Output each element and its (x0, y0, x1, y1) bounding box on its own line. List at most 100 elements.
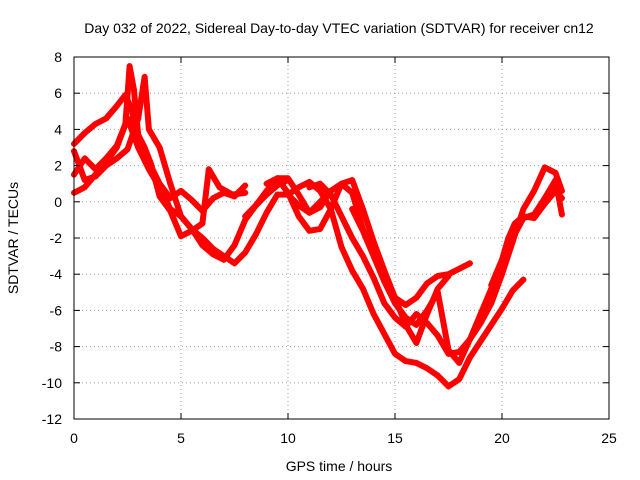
x-tick-label: 20 (494, 430, 510, 446)
data-point (130, 86, 137, 93)
series-line (263, 175, 452, 346)
data-point (531, 187, 538, 194)
data-point (424, 307, 431, 314)
data-point (445, 347, 452, 354)
data-point (103, 158, 110, 165)
data-point (317, 187, 324, 194)
data-point (424, 320, 431, 327)
data-point (317, 180, 324, 187)
data-point (413, 321, 420, 328)
data-point (167, 180, 174, 187)
x-axis-title: GPS time / hours (286, 458, 393, 474)
data-point (231, 242, 238, 249)
data-point (199, 235, 206, 241)
data-point (338, 180, 345, 187)
data-point (242, 182, 249, 189)
data-point (413, 311, 420, 318)
data-point (424, 280, 431, 287)
data-point (220, 253, 227, 260)
data-point (434, 289, 441, 296)
y-tick-label: -10 (42, 375, 62, 391)
data-point (541, 200, 548, 207)
data-point (359, 206, 366, 213)
series-line (242, 175, 473, 308)
data-point (488, 300, 495, 307)
data-point (141, 73, 148, 80)
data-points (71, 63, 565, 390)
data-point (349, 206, 356, 213)
data-point (477, 311, 484, 318)
data-point (434, 372, 441, 379)
data-point (434, 273, 441, 280)
data-point (306, 178, 313, 185)
data-point (381, 278, 388, 285)
data-point (317, 225, 324, 232)
data-point (402, 314, 409, 321)
x-tick-label: 10 (280, 430, 296, 446)
data-point (424, 365, 431, 372)
data-point (306, 227, 313, 234)
data-point (359, 285, 366, 292)
data-point (413, 359, 420, 366)
data-point (92, 120, 99, 127)
data-point (216, 184, 223, 191)
data-point (520, 206, 527, 213)
data-point (295, 191, 302, 198)
chart-title: Day 032 of 2022, Sidereal Day-to-day VTE… (84, 20, 594, 36)
axis-ticks: 0 5 10 15 20 25 -12 -10 -8 -6 -4 -2 0 2 4 6 8 (42, 49, 617, 446)
data-point (113, 102, 120, 109)
data-point (199, 242, 206, 249)
data-point (167, 206, 174, 213)
data-point (359, 253, 366, 260)
data-point (81, 184, 88, 191)
data-point (520, 276, 527, 283)
data-point (381, 330, 388, 337)
data-point (199, 220, 206, 227)
data-point (392, 314, 398, 321)
x-tick-label: 25 (601, 430, 617, 446)
y-tick-label: -2 (50, 230, 63, 246)
data-point (381, 300, 388, 307)
y-tick-label: -8 (50, 339, 63, 355)
data-point (466, 336, 473, 343)
data-point (113, 144, 120, 151)
data-point (488, 321, 495, 328)
data-point (509, 287, 516, 294)
data-point (285, 191, 291, 198)
data-point (145, 166, 152, 173)
data-point (349, 267, 356, 274)
y-tick-label: 4 (54, 121, 62, 137)
data-point (392, 300, 398, 307)
x-tick-label: 0 (70, 430, 78, 446)
data-point (156, 144, 163, 151)
data-point (306, 209, 313, 216)
data-point (103, 115, 110, 122)
data-point (370, 274, 377, 281)
data-point (466, 260, 473, 267)
data-point (178, 187, 184, 194)
data-point (274, 191, 281, 198)
data-point (113, 155, 120, 162)
data-point (124, 115, 131, 122)
data-point (541, 164, 548, 171)
data-point (205, 166, 212, 173)
data-point (135, 144, 142, 151)
data-point (402, 358, 409, 365)
data-point (456, 359, 463, 366)
data-point (552, 187, 559, 194)
data-point (552, 177, 559, 184)
data-point (531, 215, 538, 222)
data-point (434, 332, 441, 339)
data-point (413, 339, 420, 346)
data-point (499, 256, 505, 263)
data-point (242, 189, 249, 196)
data-point (413, 294, 420, 301)
data-point (242, 249, 249, 256)
y-axis-title: SDTVAR / TECUs (5, 182, 21, 294)
data-point (295, 184, 302, 191)
data-point (499, 305, 505, 312)
data-point (456, 376, 463, 383)
data-point (402, 323, 409, 330)
data-point (252, 202, 259, 209)
